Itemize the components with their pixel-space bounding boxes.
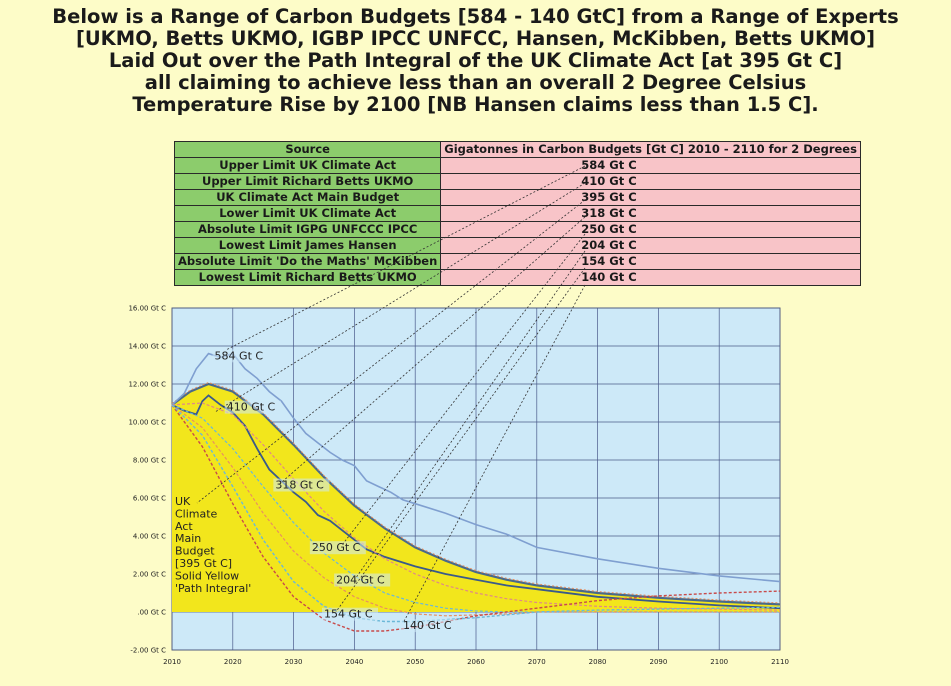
table-cell-source: UK Climate Act Main Budget (173, 189, 442, 206)
table-cell-source: Lowest Limit James Hansen (173, 237, 442, 254)
table-cell-budget: 395 Gt C (440, 189, 861, 206)
y-tick-label: -2.00 Gt C (130, 647, 166, 655)
table-header-row: Source Gigatonnes in Carbon Budgets [Gt … (173, 141, 861, 158)
curve-label: 410 Gt C (227, 401, 276, 414)
title-line-4: all claiming to achieve less than an ove… (144, 71, 807, 94)
series-line-140-gt-c (171, 404, 781, 623)
x-tick-label: 2040 (345, 658, 363, 666)
curve-label-bg (224, 400, 281, 414)
y-tick-label: 14.00 Gt C (128, 343, 166, 351)
curve-label-bg (322, 607, 378, 621)
table-row: Upper Limit Richard Betts UKMO 410 Gt C (173, 173, 861, 190)
y-tick-label: 6.00 Gt C (133, 495, 166, 503)
table-cell-budget: 140 Gt C (440, 269, 861, 286)
budget-table: Source Gigatonnes in Carbon Budgets [Gt … (173, 141, 861, 286)
table-cell-budget: 318 Gt C (440, 205, 861, 222)
series-line-318-gt-c (171, 402, 781, 611)
y-tick-label: 10.00 Gt C (128, 419, 166, 427)
area-395-fill (172, 384, 780, 612)
y-tick-label: 16.00 Gt C (128, 305, 166, 313)
series-line-154-gt-c (171, 404, 781, 632)
curve-label-bg (401, 619, 458, 633)
x-tick-label: 2100 (710, 658, 728, 666)
connector-line (355, 250, 586, 578)
table-cell-source: Lower Limit UK Climate Act (173, 205, 442, 222)
connector-line (226, 165, 586, 350)
x-tick-label: 2030 (285, 658, 303, 666)
curve-label: 140 Gt C (403, 619, 452, 632)
x-tick-label: 2010 (163, 658, 181, 666)
curve-label-bg (212, 349, 269, 363)
title-line-1: Below is a Range of Carbon Budgets [584 … (52, 5, 899, 28)
table-row: Lowest Limit Richard Betts UKMO 140 Gt C (173, 269, 861, 286)
annotation-line: Budget (175, 545, 215, 558)
chart-title: Below is a Range of Carbon Budgets [584 … (0, 6, 951, 116)
curve-label-bg (273, 478, 330, 492)
curve-label: 154 Gt C (324, 608, 373, 621)
x-tick-label: 2060 (467, 658, 485, 666)
annotation-line: Climate (175, 507, 218, 520)
y-tick-label: 4.00 Gt C (133, 533, 166, 541)
series-orange-dashed (171, 381, 781, 604)
x-tick-label: 2050 (406, 658, 424, 666)
table-cell-source: Upper Limit UK Climate Act (173, 157, 442, 174)
area-395-edge (171, 382, 781, 606)
x-tick-label: 2090 (649, 658, 667, 666)
annotation-line: UK (175, 495, 191, 508)
connector-line (335, 267, 586, 612)
y-tick-label: 8.00 Gt C (133, 457, 166, 465)
table-cell-budget: 410 Gt C (440, 173, 861, 190)
table-cell-source: Upper Limit Richard Betts UKMO (173, 173, 442, 190)
table-header-source: Source (173, 141, 442, 158)
table-row: Absolute Limit 'Do the Maths' McKibben 1… (173, 253, 861, 270)
annotation-line: Act (175, 520, 193, 533)
annotation-line: Solid Yellow (175, 569, 239, 582)
table-cell-budget: 154 Gt C (440, 253, 861, 270)
y-tick-label: 2.00 Gt C (133, 571, 166, 579)
y-tick-label: .00 Gt C (137, 609, 166, 617)
table-row: Upper Limit UK Climate Act 584 Gt C (173, 157, 861, 174)
curve-label-bg (309, 541, 366, 555)
curve-label: 318 Gt C (275, 479, 324, 492)
table-cell-source: Lowest Limit Richard Betts UKMO (173, 269, 442, 286)
title-line-3: Laid Out over the Path Integral of the U… (108, 49, 843, 72)
title-line-2: [UKMO, Betts UKMO, IGBP IPCC UNFCC, Hans… (75, 27, 876, 50)
table-cell-budget: 584 Gt C (440, 157, 861, 174)
x-tick-label: 2080 (589, 658, 607, 666)
annotation-line: 'Path Integral' (175, 582, 251, 595)
table-cell-budget: 250 Gt C (440, 221, 861, 238)
curve-label: 584 Gt C (215, 349, 264, 362)
connector-line (281, 216, 586, 483)
title-line-5: Temperature Rise by 2100 [NB Hansen clai… (132, 93, 819, 116)
y-tick-label: 12.00 Gt C (128, 381, 166, 389)
annotation-line: Main (175, 532, 201, 545)
table-row: UK Climate Act Main Budget 395 Gt C (173, 189, 861, 206)
series-line-410-gt-c (171, 394, 781, 610)
table-header-budget: Gigatonnes in Carbon Budgets [Gt C] 2010… (440, 141, 861, 158)
table-cell-budget: 204 Gt C (440, 237, 861, 254)
table-row: Lowest Limit James Hansen 204 Gt C (173, 237, 861, 254)
curve-label: 250 Gt C (312, 541, 361, 554)
x-tick-label: 2020 (224, 658, 242, 666)
table-cell-source: Absolute Limit IGPG UNFCCC IPCC (173, 221, 442, 238)
connector-line (341, 233, 586, 546)
curve-label-bg (334, 573, 391, 587)
curve-label: 204 Gt C (336, 574, 385, 587)
connector-line (214, 182, 586, 413)
x-tick-label: 2070 (528, 658, 546, 666)
table-row: Absolute Limit IGPG UNFCCC IPCC 250 Gt C (173, 221, 861, 238)
series-line-204-gt-c (171, 404, 780, 617)
table-row: Lower Limit UK Climate Act 318 Gt C (173, 205, 861, 222)
x-tick-label: 2110 (771, 658, 789, 666)
annotation-line: [395 Gt C] (175, 557, 232, 570)
table-cell-source: Absolute Limit 'Do the Maths' McKibben (173, 253, 442, 270)
